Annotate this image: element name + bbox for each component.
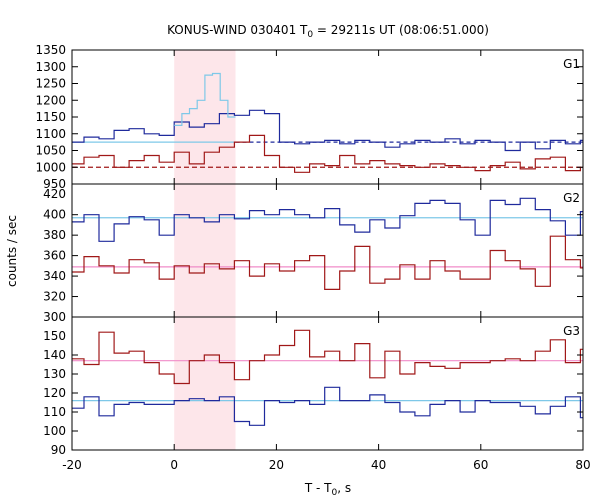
chart-title-subscript: 0 [307, 30, 313, 40]
x-axis-label-rest: , s [337, 481, 351, 495]
y-tick-label: 400 [43, 208, 66, 222]
y-tick-label: 120 [43, 386, 66, 400]
x-tick-label: 40 [371, 458, 386, 472]
x-axis-label: T - T0, s [304, 481, 351, 498]
x-tick-label: 0 [170, 458, 178, 472]
panel-g1: 950 1000 1050 1100 1150 1200 1250 1300 1350 G1 [35, 43, 584, 191]
highlight-interval [174, 50, 236, 450]
x-tick-label: 20 [269, 458, 284, 472]
y-tick-label: 1200 [35, 93, 66, 107]
y-tick-label: 140 [43, 348, 66, 362]
y-axis-label: counts / sec [5, 215, 19, 287]
chart-title-rest: = 29211s UT (08:06:51.000) [313, 23, 489, 37]
panel-label: G1 [563, 57, 580, 71]
y-tick-label: 150 [43, 329, 66, 343]
y-tick-label: 130 [43, 367, 66, 381]
y-tick-label: 360 [43, 249, 66, 263]
y-tick-label: 1100 [35, 127, 66, 141]
red-series-line [72, 134, 583, 173]
red-series-line [72, 235, 583, 290]
panel-g3: 90 100 110 120 130 140 150 G3 [43, 316, 584, 457]
panel-frame [71, 316, 584, 451]
y-tick-label: 100 [43, 424, 66, 438]
x-axis-label-main: T - T [304, 481, 332, 495]
blue-series-line [72, 386, 583, 426]
y-tick-label: 380 [43, 228, 66, 242]
x-tick-label: 80 [575, 458, 590, 472]
panel-label: G2 [563, 191, 580, 205]
y-tick-label: 90 [51, 443, 66, 457]
y-tick-label: 950 [43, 177, 66, 191]
chart-title: KONUS-WIND 030401 T0 = 29211s UT (08:06:… [167, 23, 489, 40]
panel-frame [71, 49, 584, 185]
y-tick-label: 1050 [35, 144, 66, 158]
red-series-line [72, 329, 583, 385]
panel-g2: 300 320 340 360 380 400 420 G2 [43, 183, 584, 324]
y-tick-label: 340 [43, 269, 66, 283]
y-tick-label: 1300 [35, 60, 66, 74]
y-tick-label: 320 [43, 290, 66, 304]
y-tick-label: 1250 [35, 77, 66, 91]
y-tick-label: 110 [43, 405, 66, 419]
y-tick-label: 300 [43, 310, 66, 324]
y-tick-label: 420 [43, 187, 66, 201]
fine-resolution-series-line [174, 72, 236, 126]
chart-title-main: KONUS-WIND 030401 T [167, 23, 308, 37]
blue-series-line [72, 197, 583, 242]
blue-series-line [72, 109, 583, 152]
panel-label: G3 [563, 324, 580, 338]
y-tick-label: 1350 [35, 43, 66, 57]
plot-layer: 95010001050110011501200125013001350G1300… [35, 43, 590, 472]
x-axis-label-subscript: 0 [332, 488, 338, 498]
y-tick-label: 1000 [35, 160, 66, 174]
y-tick-label: 1150 [35, 110, 66, 124]
x-tick-label: 60 [473, 458, 488, 472]
x-tick-label: -20 [62, 458, 82, 472]
